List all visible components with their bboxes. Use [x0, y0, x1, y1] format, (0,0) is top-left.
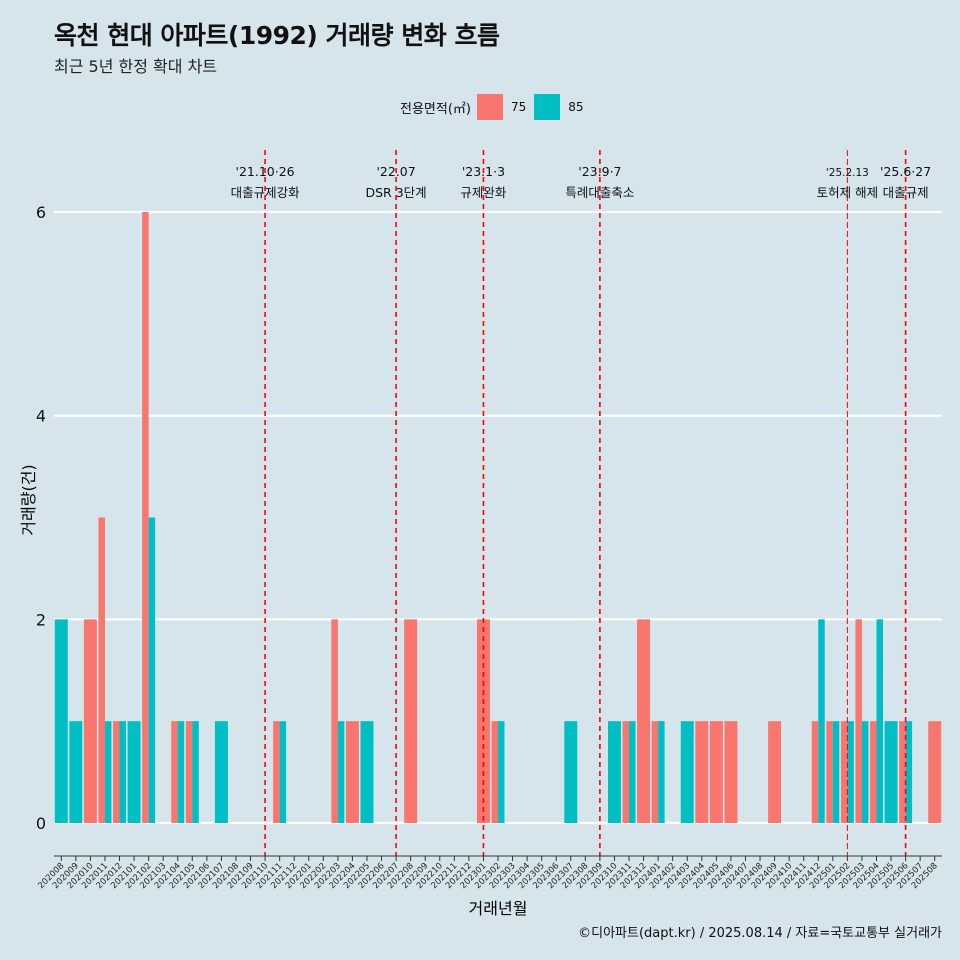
annotation-event: 특례대출축소 [565, 185, 634, 200]
bar-85-202310 [607, 721, 621, 823]
bar-75-202501 [826, 721, 833, 823]
annotation-event: DSR 3단계 [366, 185, 427, 200]
bar-75-202011 [98, 517, 105, 823]
legend-label-85: 85 [568, 100, 584, 114]
annotation-event: 대출규제 [883, 185, 929, 200]
legend-title: 전용면적(㎡) [400, 101, 471, 117]
bar-85-202105 [192, 721, 199, 823]
bar-85-202009 [69, 721, 83, 823]
bar-75-202111 [273, 721, 280, 823]
bar-75-202506 [899, 721, 906, 823]
y-tick-label: 2 [36, 610, 46, 629]
bar-85-202501 [832, 721, 840, 823]
bar-85-202503 [861, 721, 869, 823]
bar-85-202307 [564, 721, 578, 823]
annotation-event: 대출규제강화 [231, 185, 301, 200]
bar-75-202203 [331, 619, 338, 823]
y-tick-label: 6 [36, 203, 46, 222]
bar-75-202312 [637, 619, 651, 823]
bar-75-202302 [491, 721, 498, 823]
bar-85-202008 [54, 619, 68, 823]
bar-85-202203 [337, 721, 345, 823]
bar-85-202205 [360, 721, 374, 823]
bar-75-202412 [811, 721, 819, 823]
bar-85-202102 [148, 517, 156, 823]
bar-75-202102 [142, 212, 149, 823]
bar-75-202502 [840, 721, 848, 823]
bar-75-202105 [185, 721, 193, 823]
bar-75-202409 [768, 721, 782, 823]
bar-85-202101 [127, 721, 141, 823]
y-tick-label: 0 [36, 814, 46, 833]
bar-85-202302 [498, 721, 505, 823]
bar-85-202403 [680, 721, 694, 823]
y-axis-title: 거래량(건) [19, 464, 38, 535]
bar-75-202311 [622, 721, 630, 823]
legend-key-85 [534, 94, 561, 120]
legend: 전용면적(㎡) 75 85 [400, 93, 592, 121]
caption: ©디아파트(dapt.kr) / 2025.08.14 / 자료=국토교통부 실… [578, 926, 942, 941]
annotation-event: 규제완화 [460, 185, 507, 200]
bar-85-202506 [905, 721, 913, 823]
bar-75-202401 [651, 721, 659, 823]
annotation-event: 토허제 해제 [817, 185, 878, 200]
legend-key-75 [476, 94, 503, 120]
bar-85-202311 [629, 721, 636, 823]
bar-75-202204 [345, 721, 359, 823]
bar-85-202412 [818, 619, 825, 823]
legend-label-75: 75 [510, 100, 527, 114]
annotation-date: '23.9·7 [578, 164, 621, 179]
bar-75-202504 [870, 721, 877, 823]
annotation-date: '22.07 [376, 164, 415, 179]
bar-85-202504 [876, 619, 883, 823]
y-tick-label: 4 [36, 407, 46, 426]
bar-85-202011 [104, 721, 112, 823]
bar-75-202104 [171, 721, 178, 823]
bar-85-202502 [847, 721, 854, 823]
bar-85-202104 [177, 721, 185, 823]
bar-75-202012 [113, 721, 120, 823]
bar-85-202107 [214, 721, 228, 823]
bar-85-202111 [279, 721, 287, 823]
chart-title: 옥천 현대 아파트(1992) 거래량 변화 흐름 [54, 21, 500, 50]
chart-subtitle: 최근 5년 한정 확대 차트 [54, 57, 218, 76]
bar-85-202505 [884, 721, 898, 823]
annotation-date: '23.1·3 [462, 164, 505, 179]
bar-75-202010 [83, 619, 97, 823]
annotation-date: '25.2.13 [826, 167, 869, 179]
bar-75-202404 [695, 721, 709, 823]
bar-75-202503 [855, 619, 862, 823]
annotation-date: '25.6·27 [880, 164, 931, 179]
annotation-date: '21.10·26 [236, 164, 295, 179]
bar-75-202405 [709, 721, 723, 823]
bar-75-202508 [928, 721, 942, 823]
bar-85-202012 [119, 721, 126, 823]
bar-75-202208 [404, 619, 418, 823]
bar-75-202406 [724, 721, 738, 823]
x-axis-title: 거래년월 [469, 899, 528, 918]
bar-85-202401 [658, 721, 665, 823]
